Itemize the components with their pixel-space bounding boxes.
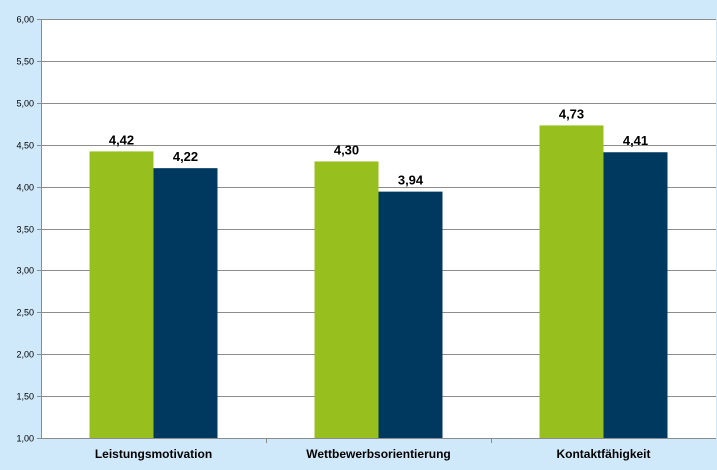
y-tick-label: 3,00 bbox=[16, 266, 34, 276]
data-label: 4,42 bbox=[109, 132, 134, 147]
y-tick-label: 4,00 bbox=[16, 183, 34, 193]
data-labels: 4,42 4,22 4,30 3,94 4,73 4,41 bbox=[109, 106, 648, 187]
bar-series-2-0 bbox=[153, 168, 218, 438]
y-tick-label: 3,50 bbox=[16, 225, 34, 235]
bars bbox=[89, 125, 668, 439]
y-tick-label: 5,00 bbox=[16, 99, 34, 109]
y-tick-label: 6,00 bbox=[16, 15, 34, 25]
y-tick-label: 4,50 bbox=[16, 141, 34, 151]
y-axis-ticks: 1,00 1,50 2,00 2,50 3,00 3,50 4,00 4,50 5,00 5,50… bbox=[16, 15, 41, 444]
data-label: 4,73 bbox=[559, 106, 584, 121]
bar-series-1-1 bbox=[314, 161, 379, 438]
x-category-label: Kontaktfähigkeit bbox=[556, 447, 650, 461]
y-tick-label: 2,50 bbox=[16, 308, 34, 318]
data-label: 3,94 bbox=[398, 173, 424, 188]
x-category-label: Leistungsmotivation bbox=[95, 447, 212, 461]
bar-series-2-1 bbox=[378, 191, 443, 438]
bar-series-1-2 bbox=[539, 125, 604, 439]
x-category-label: Wettbewerbsorientierung bbox=[306, 447, 450, 461]
y-tick-label: 1,50 bbox=[16, 392, 34, 402]
bar-series-2-2 bbox=[603, 152, 668, 438]
y-tick-label: 1,00 bbox=[16, 434, 34, 444]
data-label: 4,41 bbox=[623, 133, 648, 148]
x-axis: Leistungsmotivation Wettbewerbsorientieru… bbox=[41, 19, 651, 461]
data-label: 4,22 bbox=[173, 149, 198, 164]
bar-series-1-0 bbox=[89, 151, 154, 439]
y-tick-label: 2,00 bbox=[16, 350, 34, 360]
data-label: 4,30 bbox=[334, 142, 359, 157]
y-tick-label: 5,50 bbox=[16, 57, 34, 67]
